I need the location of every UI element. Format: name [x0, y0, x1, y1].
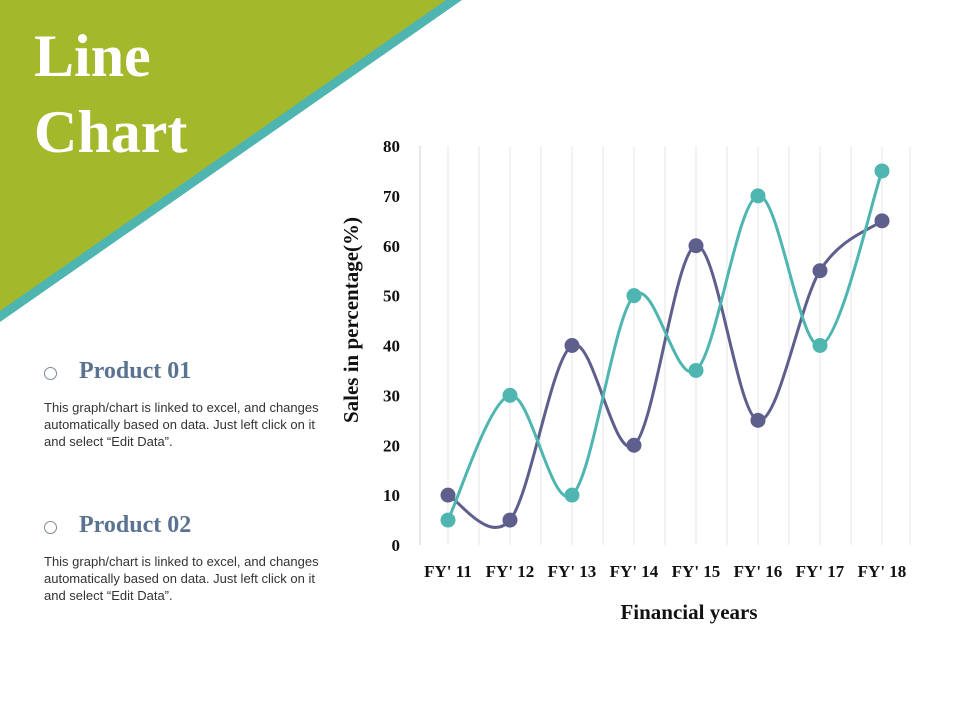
x-tick-label: FY' 15 [672, 562, 721, 581]
series-1-point [564, 338, 580, 353]
y-tick-label: 60 [383, 237, 400, 256]
chart-ticks: 0 10 20 30 40 50 60 70 80 FY' 11 FY' 12 FY' 13 FY' 1… [383, 137, 906, 581]
x-tick-label: FY' 18 [858, 562, 907, 581]
page-title-line-2: Chart [34, 99, 188, 165]
line-chart: 0 10 20 30 40 50 60 70 80 FY' 11 FY' 12 FY' 13 FY' 1… [339, 137, 911, 624]
y-tick-label: 40 [383, 337, 400, 356]
bullet-circle-icon [44, 520, 57, 534]
series-2-point [874, 163, 890, 179]
series-1-point [688, 238, 704, 254]
series-1-point [626, 437, 642, 453]
y-tick-label: 0 [392, 536, 401, 555]
series-2-point [750, 188, 766, 204]
series-1-point [874, 213, 890, 229]
bullet-circle-icon [44, 366, 57, 380]
x-tick-label: FY' 11 [424, 562, 472, 581]
product-02-block: Product 02 This graph/chart is linked to… [44, 512, 334, 604]
series-1-line [447, 219, 883, 529]
x-tick-label: FY' 14 [610, 562, 659, 581]
series-1-point [750, 412, 766, 428]
x-tick-label: FY' 16 [734, 562, 783, 581]
product-01-block: Product 01 This graph/chart is linked to… [44, 358, 334, 450]
series-2-point [502, 387, 518, 403]
y-tick-label: 70 [383, 187, 400, 206]
series-1-point [502, 512, 518, 528]
product-02-name: Product 02 [79, 512, 192, 538]
y-tick-label: 10 [383, 486, 400, 505]
y-tick-label: 80 [383, 137, 400, 156]
series-1-point [812, 263, 828, 279]
product-01-description: This graph/chart is linked to excel, and… [44, 400, 319, 449]
product-01-name: Product 01 [79, 358, 192, 384]
x-tick-label: FY' 13 [548, 562, 597, 581]
series-2-point [564, 487, 580, 503]
x-tick-label: FY' 17 [796, 562, 845, 581]
y-tick-label: 50 [383, 287, 400, 306]
series-2-point [440, 512, 456, 528]
series-2-point [812, 338, 828, 353]
banner-green-shape [0, 0, 446, 311]
y-tick-label: 30 [383, 386, 400, 405]
series-2-point [688, 362, 704, 378]
y-axis-label: Sales in percentage(%) [339, 217, 363, 423]
chart-points [440, 163, 890, 528]
x-tick-label: FY' 12 [486, 562, 535, 581]
page-title-line-1: Line [34, 23, 151, 89]
y-tick-label: 20 [383, 436, 400, 455]
series-1-point [440, 487, 456, 503]
x-axis-label: Financial years [620, 600, 757, 624]
series-2-point [626, 288, 642, 304]
product-02-description: This graph/chart is linked to excel, and… [44, 554, 319, 603]
